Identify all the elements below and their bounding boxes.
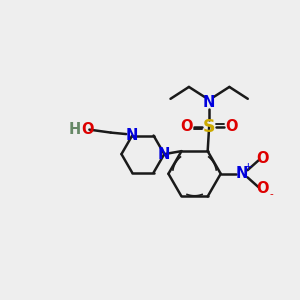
Text: +: + <box>244 162 253 172</box>
Text: N: N <box>126 128 138 143</box>
Text: O: O <box>257 181 269 196</box>
Text: O: O <box>257 152 269 166</box>
Text: H: H <box>69 122 81 137</box>
Text: O: O <box>82 122 94 137</box>
Text: N: N <box>203 95 215 110</box>
Text: N: N <box>158 147 170 162</box>
Text: -: - <box>270 189 274 199</box>
Text: N: N <box>236 166 248 181</box>
Text: O: O <box>181 119 193 134</box>
Text: S: S <box>203 118 215 136</box>
Text: O: O <box>225 119 238 134</box>
